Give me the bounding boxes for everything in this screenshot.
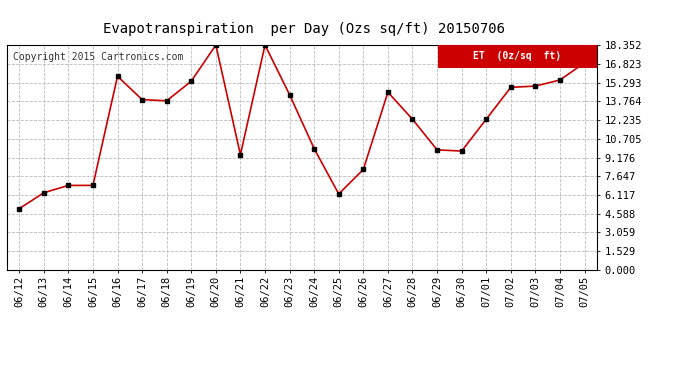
Text: Evapotranspiration  per Day (Ozs sq/ft) 20150706: Evapotranspiration per Day (Ozs sq/ft) 2… [103,22,504,36]
Text: Copyright 2015 Cartronics.com: Copyright 2015 Cartronics.com [13,52,183,62]
